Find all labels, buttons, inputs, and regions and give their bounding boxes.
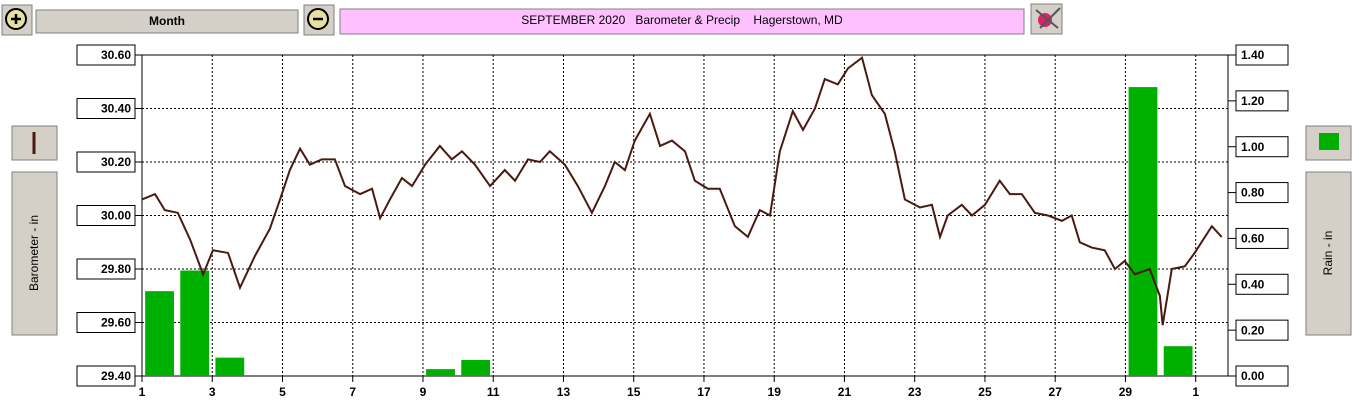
chart-title: SEPTEMBER 2020 Barometer & Precip Hagers… [521,13,843,27]
y-tick-box [76,312,136,333]
x-tick-label: 5 [279,385,286,399]
period-label: Month [149,14,185,28]
rain-bar [1128,87,1158,376]
y2-tick-label: 0.00 [1241,369,1265,383]
y2-tick-label: 0.20 [1241,323,1265,337]
y-tick-label: 30.00 [101,209,131,223]
rain-bar [145,291,174,376]
y2-tick-label: 0.40 [1241,277,1265,291]
y2-tick-label: 1.00 [1241,140,1265,154]
x-tick-label: 1 [1192,385,1199,399]
y-tick-label: 29.60 [101,316,131,330]
y2-tick-box [1235,319,1289,341]
barometer-axis-button[interactable]: Barometer - in [11,171,58,336]
rain-bar [426,369,455,376]
y-tick-box [76,98,136,119]
rain-bar [1163,346,1193,376]
y-tick-label: 30.20 [101,155,131,169]
y2-tick-label: 0.60 [1241,232,1265,246]
x-tick-label: 3 [209,385,216,399]
y2-tick-box [1235,365,1289,387]
y2-tick-label: 1.40 [1241,48,1265,62]
y-axis-label: Barometer - in [27,215,41,291]
x-tick-label: 15 [627,385,641,399]
y2-tick-label: 1.20 [1241,94,1265,108]
rain-bar [180,270,210,376]
title-box [339,8,1025,35]
y2-tick-box [1235,44,1289,66]
period-button[interactable]: Month [35,9,299,34]
x-tick-label: 29 [1119,385,1133,399]
y-tick-label: 30.40 [101,102,131,116]
rain-legend-button[interactable] [1305,125,1352,161]
y-tick-box [76,258,136,280]
x-tick-label: 23 [908,385,922,399]
x-tick-label: 9 [420,385,427,399]
y-tick-box [76,44,136,66]
zoom-in-button[interactable] [1,4,33,36]
y2-tick-box [1235,273,1289,295]
zoom-out-button[interactable] [303,4,335,36]
y2-tick-box [1235,182,1289,204]
y-tick-box [76,365,136,387]
y-tick-label: 29.40 [101,369,131,383]
y-tick-label: 30.60 [101,48,131,62]
x-tick-label: 21 [838,385,852,399]
y-tick-box [76,205,136,226]
x-tick-label: 17 [697,385,711,399]
barometer-legend-button[interactable] [11,125,58,161]
barometer-line [141,55,1223,326]
x-tick-label: 1 [139,385,146,399]
y-tick-box [76,151,136,173]
y2-tick-box [1235,90,1289,112]
y-tick-label: 29.80 [101,262,131,276]
y2-axis-label: Rain - in [1321,231,1335,276]
x-tick-label: 19 [768,385,782,399]
x-tick-label: 25 [978,385,992,399]
plot-area [141,54,1229,377]
y2-tick-box [1235,136,1289,158]
x-tick-label: 11 [487,385,500,399]
x-tick-label: 27 [1049,385,1063,399]
rain-bar [215,357,245,376]
options-button[interactable] [1030,3,1063,35]
y2-tick-label: 0.80 [1241,186,1265,200]
y2-tick-box [1235,227,1289,249]
x-tick-label: 13 [557,385,571,399]
rain-bar [461,359,491,376]
rain-axis-button[interactable]: Rain - in [1305,171,1352,336]
x-tick-label: 7 [349,385,356,399]
